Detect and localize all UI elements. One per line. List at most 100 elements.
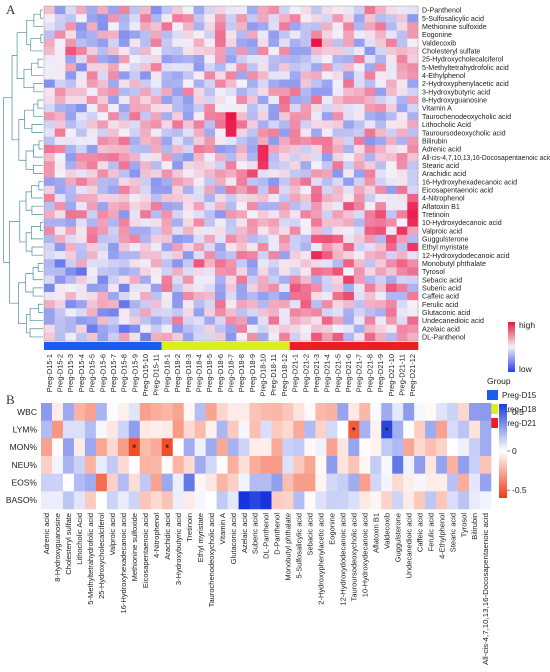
corr-cell-lym-stearic-acid <box>447 420 459 439</box>
cell-bilirubin-preg-d18-11 <box>268 136 280 146</box>
corr-cell-baso-adrenic-acid <box>41 491 53 510</box>
cell-vitamin-a-preg-d18-8 <box>236 104 248 113</box>
cell-25-hydroxycholecalciferol-preg-d15-7 <box>108 55 120 64</box>
cell-arachidic-acid-preg-d18-6 <box>214 169 226 178</box>
cell-valdecoxib-preg-d21-11 <box>396 38 408 48</box>
group-bar-preg-d21-10 <box>385 342 397 350</box>
cell-stearic-acid-preg-d21-7 <box>353 161 365 170</box>
cell-caffeic-acid-preg-d18-9 <box>247 291 259 301</box>
corr-cell-wbc-bilirubin <box>469 403 481 421</box>
cell-5-methyltetrahydrofolic-acid-preg-d15-5 <box>86 63 98 72</box>
cell-vitamin-a-preg-d15-4 <box>76 104 88 113</box>
col-label-preg-d21-3: Preg-D21-3 <box>312 354 321 392</box>
cell-valproic-acid-preg-d21-12 <box>407 226 419 236</box>
cell-tauroursodeoxycholic-acid-preg-d18-4 <box>193 128 205 138</box>
dendrogram-branch <box>33 13 43 27</box>
cell-d-panthenol-preg-d15-5 <box>86 6 98 15</box>
cell-5-sulfosalicylic-acid-preg-d21-12 <box>407 14 419 23</box>
cell-2-hydroxyphenylacetic-acid-preg-d18-9 <box>247 79 259 89</box>
col-label-preg-d18-3: Preg-D18-3 <box>184 354 193 392</box>
cell-bilirubin-preg-d18-1 <box>161 136 173 146</box>
cell-16-hydroxyhexadecanoic-acid-preg-d21-1 <box>289 177 301 187</box>
cell-azelaic-acid-preg-d18-10 <box>257 324 269 334</box>
corr-cell-mon-lithocholic-acid <box>73 438 86 457</box>
dendrogram-branch <box>26 19 34 46</box>
corr-cell-mon-monobutyl-phthalate <box>282 438 294 457</box>
cell-tauroursodeoxycholic-acid-preg-d15-6 <box>97 128 109 138</box>
row-label-guggulsterone: Guggulsterone <box>422 235 469 243</box>
cell-sebacic-acid-preg-d21-7 <box>353 275 365 285</box>
corr-row-label-lym: LYM% <box>13 425 38 435</box>
cell-4-nitrophenol-preg-d21-2 <box>300 193 312 203</box>
corr-cell-baso-3-hydroxybutyric-acid <box>172 491 184 510</box>
cell-methionine-sulfoxide-preg-d21-8 <box>364 22 376 31</box>
corr-cell-lym-tauroursodeoxycholic-acid <box>348 420 360 439</box>
dendrogram-branch <box>18 282 27 324</box>
cell-suberic-acid-preg-d21-9 <box>375 283 387 293</box>
cell-d-panthenol-preg-d21-1 <box>289 6 301 15</box>
cell-undecanedioic-acid-preg-d18-5 <box>204 316 216 325</box>
cell-2-hydroxyphenylacetic-acid-preg-d21-8 <box>364 79 376 89</box>
cell-arachidic-acid-preg-d15-9 <box>129 169 141 178</box>
row-label-3-hydroxybutyric-acid: 3-Hydroxybutyric acid <box>422 88 490 96</box>
cell-valproic-acid-preg-d21-11 <box>396 226 408 236</box>
cell-dl-panthenol-preg-d18-6 <box>214 332 226 342</box>
cell-8-hydroxyguanosine-preg-d15-7 <box>108 95 120 105</box>
cell-methionine-sulfoxide-preg-d18-10 <box>257 22 269 31</box>
cell-undecanedioic-acid-preg-d18-6 <box>214 316 226 325</box>
corr-cell-eos-tauroursodeoxycholic-acid <box>348 473 360 492</box>
group-bar-preg-d18-1 <box>161 342 173 350</box>
cell-stearic-acid-preg-d18-12 <box>279 161 291 170</box>
cell-4-ethylphenol-preg-d15-7 <box>108 71 120 80</box>
cell-all-cis-4-7-10-13-16-docosapentaenoic-acid-preg-d21-6 <box>343 153 355 162</box>
corr-col-label-bilirubin: Bilirubin <box>470 513 479 540</box>
cell-eogonine-preg-d15-4 <box>76 30 88 39</box>
cell-vitamin-a-preg-d18-6 <box>214 104 226 113</box>
cell-bilirubin-preg-d18-4 <box>193 136 205 146</box>
cell-lithocholic-acid-preg-d18-3 <box>182 120 194 129</box>
cell-25-hydroxycholecalciferol-preg-d18-7 <box>225 55 237 64</box>
cell-taurochenodeoxycholic-acid-preg-d18-2 <box>172 112 184 121</box>
cell-dl-panthenol-preg-d21-7 <box>353 332 365 342</box>
cell-bilirubin-preg-d21-10 <box>385 136 397 146</box>
cell-valproic-acid-preg-d21-3 <box>311 226 323 236</box>
cell-monobutyl-phthalate-preg-d18-9 <box>247 259 259 268</box>
cell-undecanedioic-acid-preg-d15-2 <box>54 316 66 325</box>
cell-25-hydroxycholecalciferol-preg-d18-2 <box>172 55 184 64</box>
cell-valproic-acid-preg-d18-6 <box>214 226 226 236</box>
cell-3-hydroxybutyric-acid-preg-d18-1 <box>161 87 173 97</box>
col-label-preg-d15-3: Preg-D15-3 <box>66 354 75 392</box>
cell-ethyl-myristate-preg-d18-8 <box>236 242 248 252</box>
cell-suberic-acid-preg-d18-9 <box>247 283 259 293</box>
colorbar-low-label: low <box>519 364 533 374</box>
cell-monobutyl-phthalate-preg-d21-7 <box>353 259 365 268</box>
cell-all-cis-4-7-10-13-16-docosapentaenoic-acid-preg-d21-5 <box>332 153 344 162</box>
cell-12-hydroxydodecanoic-acid-preg-d18-3 <box>182 251 194 260</box>
cell-taurochenodeoxycholic-acid-preg-d18-5 <box>204 112 216 121</box>
cell-d-panthenol-preg-d21-3 <box>311 6 323 15</box>
cell-12-hydroxydodecanoic-acid-preg-d18-1 <box>161 251 173 260</box>
cell-4-ethylphenol-preg-d21-8 <box>364 71 376 80</box>
cell-4-nitrophenol-preg-d18-4 <box>193 193 205 203</box>
cell-10-hydroxydecanoic-acid-preg-d21-5 <box>332 218 344 227</box>
row-label-aflatoxin-b1: Aflatoxin B1 <box>422 203 460 211</box>
cell-suberic-acid-preg-d15-9 <box>129 283 141 293</box>
cell-all-cis-4-7-10-13-16-docosapentaenoic-acid-preg-d21-9 <box>375 153 387 162</box>
cell-12-hydroxydodecanoic-acid-preg-d21-10 <box>385 251 397 260</box>
corr-cell-wbc-undecanedioic-acid <box>403 403 415 421</box>
cell-lithocholic-acid-preg-d15-6 <box>97 120 109 129</box>
legend-swatch-preg-d21 <box>487 418 498 428</box>
cell-eogonine-preg-d15-6 <box>97 30 109 39</box>
cell-all-cis-4-7-10-13-16-docosapentaenoic-acid-preg-d18-9 <box>247 153 259 162</box>
corr-cell-mon-eogonine <box>326 438 338 457</box>
cell-sebacic-acid-preg-d15-1 <box>44 275 55 285</box>
cell-tretinoin-preg-d18-4 <box>193 210 205 219</box>
cell-3-hydroxybutyric-acid-preg-d15-10 <box>140 87 152 97</box>
row-label-eicosapentaenoic-acid: Eicosapentaenoic acid <box>422 186 493 194</box>
cell-sebacic-acid-preg-d21-9 <box>375 275 387 285</box>
cell-valdecoxib-preg-d15-2 <box>54 38 66 48</box>
cell-all-cis-4-7-10-13-16-docosapentaenoic-acid-preg-d21-4 <box>321 153 333 162</box>
cell-azelaic-acid-preg-d18-12 <box>279 324 291 334</box>
cell-bilirubin-preg-d15-2 <box>54 136 66 146</box>
corr-cell-lym-4-nitrophenol <box>150 420 163 439</box>
